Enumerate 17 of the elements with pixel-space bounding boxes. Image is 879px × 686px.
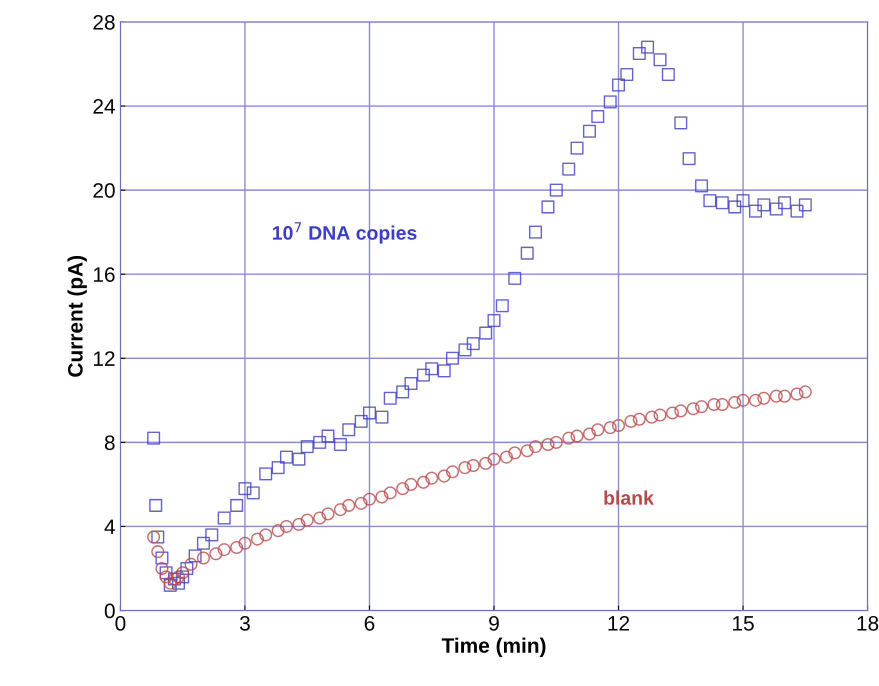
x-tick-label: 15 <box>733 616 754 631</box>
y-tick-label: 12 <box>94 351 115 366</box>
y-tick-label: 0 <box>104 604 115 618</box>
y-tick-label: 16 <box>94 267 115 282</box>
x-tick-label: 6 <box>364 616 374 631</box>
x-tick-label: 0 <box>115 616 126 631</box>
x-tick-label: 3 <box>240 616 250 631</box>
x-axis-title: Time (min) <box>442 638 546 658</box>
x-tick-label: 18 <box>858 616 878 631</box>
x-tick-label: 9 <box>489 616 499 631</box>
y-axis-title: Current (pA) <box>67 256 87 377</box>
y-tick-label: 20 <box>93 183 115 198</box>
x-tick-label: 12 <box>608 616 630 630</box>
y-tick-label: 24 <box>93 99 115 114</box>
y-tick-label: 8 <box>104 435 115 450</box>
y-tick-label: 28 <box>93 14 115 30</box>
y-tick-label: 4 <box>104 520 115 534</box>
